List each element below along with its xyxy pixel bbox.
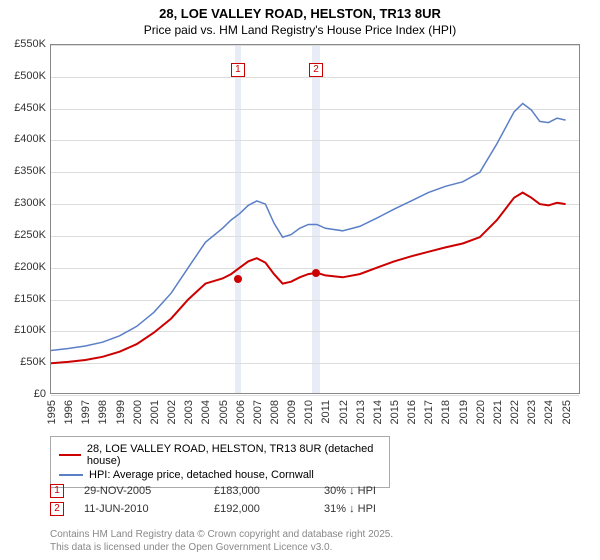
legend-label: 28, LOE VALLEY ROAD, HELSTON, TR13 8UR (… [87,443,381,467]
sale-price: £183,000 [214,485,304,497]
xtick-label: 2021 [492,400,504,424]
sale-delta: 30% ↓ HPI [324,485,376,497]
series-svg [51,45,581,395]
xtick-label: 2003 [183,400,195,424]
sale-marker-label: 2 [309,63,323,77]
legend-row: HPI: Average price, detached house, Corn… [59,468,381,482]
xtick-label: 1995 [46,400,58,424]
xtick-label: 2015 [389,400,401,424]
xtick-label: 2024 [543,400,555,424]
xtick-label: 2002 [166,400,178,424]
xtick-label: 2014 [372,400,384,424]
xtick-label: 2004 [200,400,212,424]
sale-delta: 31% ↓ HPI [324,503,376,515]
ytick-label: £100K [2,324,46,336]
xtick-label: 1999 [115,400,127,424]
xtick-label: 2012 [338,400,350,424]
sale-row: 2 11-JUN-2010 £192,000 31% ↓ HPI [50,500,376,518]
plot-area: 12 [50,44,580,394]
xtick-label: 2009 [286,400,298,424]
xtick-label: 2011 [320,400,332,424]
gridline [51,395,579,396]
xtick-label: 2019 [458,400,470,424]
sale-point [234,275,242,283]
footnote-line1: Contains HM Land Registry data © Crown c… [50,528,393,541]
xtick-label: 2006 [235,400,247,424]
xtick-label: 2022 [509,400,521,424]
sales-table: 1 29-NOV-2005 £183,000 30% ↓ HPI 2 11-JUN-201… [50,482,376,518]
legend-swatch [59,474,83,476]
ytick-label: £400K [2,133,46,145]
xtick-label: 1996 [63,400,75,424]
ytick-label: £50K [2,356,46,368]
ytick-label: £550K [2,38,46,50]
xtick-label: 2007 [252,400,264,424]
chart-subtitle: Price paid vs. HM Land Registry's House … [0,23,600,41]
sale-marker-label: 1 [231,63,245,77]
xtick-label: 2016 [406,400,418,424]
xtick-label: 2000 [132,400,144,424]
xtick-label: 2001 [149,400,161,424]
series-hpi [51,104,566,351]
xtick-label: 2025 [561,400,573,424]
xtick-label: 2017 [423,400,435,424]
sale-point [312,269,320,277]
ytick-label: £150K [2,293,46,305]
ytick-label: £450K [2,102,46,114]
sale-row-marker: 2 [50,502,64,516]
sale-row: 1 29-NOV-2005 £183,000 30% ↓ HPI [50,482,376,500]
legend-swatch [59,454,81,456]
xtick-label: 1998 [97,400,109,424]
xtick-label: 2010 [303,400,315,424]
sale-date: 11-JUN-2010 [84,503,194,515]
ytick-label: £250K [2,229,46,241]
ytick-label: £300K [2,197,46,209]
legend-label: HPI: Average price, detached house, Corn… [89,469,314,481]
sale-date: 29-NOV-2005 [84,485,194,497]
ytick-label: £200K [2,261,46,273]
xtick-label: 2013 [355,400,367,424]
footnote: Contains HM Land Registry data © Crown c… [50,528,393,554]
legend-box: 28, LOE VALLEY ROAD, HELSTON, TR13 8UR (… [50,436,390,488]
xtick-label: 2023 [526,400,538,424]
sale-price: £192,000 [214,503,304,515]
xtick-label: 2005 [218,400,230,424]
chart-container: 28, LOE VALLEY ROAD, HELSTON, TR13 8UR P… [0,0,600,560]
xtick-label: 2018 [440,400,452,424]
chart-title: 28, LOE VALLEY ROAD, HELSTON, TR13 8UR [0,0,600,23]
legend-row: 28, LOE VALLEY ROAD, HELSTON, TR13 8UR (… [59,442,381,468]
series-price_paid [51,193,566,364]
footnote-line2: This data is licensed under the Open Gov… [50,541,393,554]
ytick-label: £0 [2,388,46,400]
xtick-label: 2020 [475,400,487,424]
ytick-label: £500K [2,70,46,82]
sale-row-marker: 1 [50,484,64,498]
ytick-label: £350K [2,165,46,177]
xtick-label: 2008 [269,400,281,424]
xtick-label: 1997 [80,400,92,424]
